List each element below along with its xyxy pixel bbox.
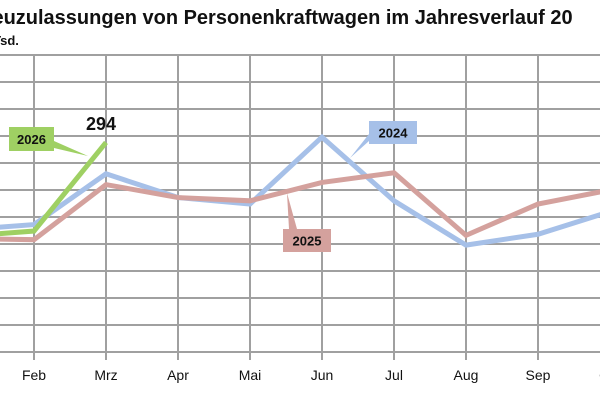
x-tick-label: Jul — [385, 367, 403, 383]
x-tick-label: Apr — [167, 367, 189, 383]
callout-2025: 2025 — [283, 193, 331, 252]
legend-label-2026: 2026 — [17, 132, 46, 147]
grid — [0, 54, 600, 360]
callout-box — [9, 127, 54, 151]
x-tick-label: Sep — [526, 367, 551, 383]
series-lines — [0, 133, 600, 248]
callout-box — [369, 121, 417, 144]
series-line-2026 — [0, 140, 108, 237]
legend-label-2025: 2025 — [293, 234, 322, 249]
callout-2024: 2024 — [350, 121, 417, 158]
callout-pointer — [54, 141, 88, 156]
x-axis: JanFebMrzAprMaiJunJulAugSepOkt — [22, 367, 600, 383]
x-tick-label: Mai — [239, 367, 262, 383]
legend-callouts: 2024 2025 2026 — [9, 121, 417, 252]
x-tick-label: Jun — [311, 367, 334, 383]
chart-title: Neuzulassungen von Personenkraftwagen im… — [0, 7, 573, 29]
legend-label-2024: 2024 — [379, 126, 409, 141]
callout-pointer — [287, 193, 297, 229]
x-tick-label: Feb — [22, 367, 46, 383]
data-label-2026-mrz: 294 — [86, 114, 116, 134]
callout-box — [283, 229, 331, 252]
callout-pointer — [350, 134, 369, 158]
series-line-2025 — [0, 170, 600, 243]
y-axis-label: in Tsd. — [0, 33, 19, 48]
x-tick-label: Aug — [454, 367, 479, 383]
callout-2026: 2026 — [9, 127, 88, 156]
x-tick-label: Mrz — [94, 367, 117, 383]
series-line-2024 — [0, 133, 600, 248]
